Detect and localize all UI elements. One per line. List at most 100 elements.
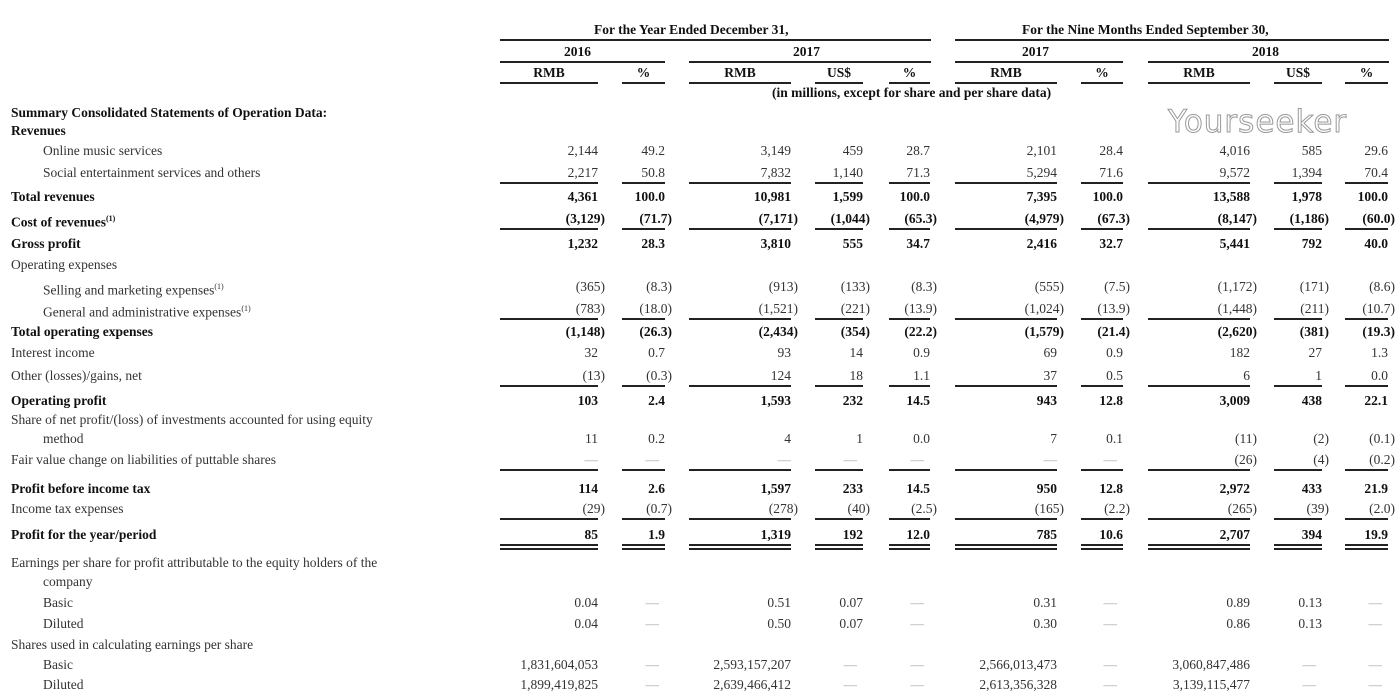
cell-value: (0.2) [1369, 452, 1395, 467]
cell-value: (11) [1235, 431, 1257, 446]
cell-value: 22.1 [1364, 393, 1388, 408]
cell-value: (1,044) [830, 211, 870, 226]
cell-value: 950 [1036, 481, 1057, 496]
cell-value: 27 [1308, 345, 1323, 360]
cell-value: (221) [840, 301, 870, 316]
rule [500, 518, 598, 520]
double-rule [1148, 544, 1250, 550]
cell-value: 21.9 [1364, 481, 1388, 496]
rule [1148, 518, 1250, 520]
row-label-text: Share of net profit/(loss) of investment… [11, 412, 373, 427]
rule [815, 82, 863, 84]
row-label-text: company [43, 574, 93, 589]
cell-value: 14.5 [906, 481, 930, 496]
row-label-text: Other (losses)/gains, net [11, 368, 142, 383]
cell-value: (22.2) [904, 324, 937, 339]
cell-value: (381) [1299, 324, 1329, 339]
double-rule [689, 544, 791, 550]
cell-value: (40) [847, 501, 871, 516]
cell-value: 0.7 [648, 345, 665, 360]
rule [1274, 385, 1322, 387]
cell-value: (1,172) [1217, 279, 1257, 294]
cell-value: 2,593,157,207 [713, 657, 791, 672]
column-header: RMB [990, 65, 1022, 80]
row-label: Total revenues [11, 189, 95, 205]
rule [1345, 318, 1388, 320]
rule [689, 469, 791, 471]
double-rule [815, 544, 863, 550]
cell-value: 2.4 [648, 393, 665, 408]
period-year-heading: For the Year Ended December 31, [594, 22, 789, 37]
cell-value: (2,434) [758, 324, 798, 339]
cell-value: 785 [1036, 527, 1057, 542]
cell-value: 7 [1050, 431, 1057, 446]
row-label: Share of net profit/(loss) of investment… [11, 412, 373, 428]
cell-value: 3,810 [760, 236, 791, 251]
row-label-text: Profit before income tax [11, 481, 151, 496]
year-2018: 2018 [1252, 44, 1279, 59]
rule [1274, 82, 1322, 84]
cell-value: 233 [842, 481, 863, 496]
cell-value: 2,416 [1026, 236, 1057, 251]
rule [889, 318, 930, 320]
cell-value: 12.8 [1099, 481, 1123, 496]
row-label: Revenues [11, 123, 66, 139]
rule [622, 82, 665, 84]
cell-value: 1,394 [1291, 165, 1322, 180]
cell-value: 2,217 [567, 165, 598, 180]
row-label-text: Interest income [11, 345, 95, 360]
row-label-text: Total operating expenses [11, 324, 154, 339]
cell-value: 100.0 [1092, 189, 1123, 204]
cell-value: 2,707 [1219, 527, 1250, 542]
row-label: Basic [43, 657, 73, 673]
cell-value: — [584, 452, 599, 467]
cell-value: (26.3) [639, 324, 672, 339]
cell-value: — [843, 677, 858, 692]
cell-value: 0.31 [1033, 595, 1057, 610]
cell-value: (913) [768, 279, 798, 294]
cell-value: (4) [1313, 452, 1329, 467]
rule [1148, 385, 1250, 387]
cell-value: 40.0 [1364, 236, 1388, 251]
cell-value: 28.3 [641, 236, 665, 251]
cell-value: 2,144 [567, 143, 598, 158]
cell-value: 3,009 [1219, 393, 1250, 408]
cell-value: 71.6 [1099, 165, 1123, 180]
cell-value: 100.0 [1357, 189, 1388, 204]
cell-value: 1,899,419,825 [520, 677, 598, 692]
cell-value: (365) [575, 279, 605, 294]
cell-value: — [1103, 616, 1118, 631]
cell-value: 28.7 [906, 143, 930, 158]
cell-value: 192 [842, 527, 863, 542]
cell-value: (0.7) [646, 501, 672, 516]
rule [689, 385, 791, 387]
cell-value: 103 [577, 393, 598, 408]
rule [1081, 182, 1123, 184]
cell-value: (7.5) [1104, 279, 1130, 294]
cell-value: 0.9 [913, 345, 930, 360]
cell-value: 14 [849, 345, 864, 360]
cell-value: 1.9 [648, 527, 665, 542]
row-label-text: Gross profit [11, 236, 81, 251]
cell-value: (67.3) [1097, 211, 1130, 226]
cell-value: — [1103, 677, 1118, 692]
cell-value: (8.6) [1369, 279, 1395, 294]
rule [622, 318, 665, 320]
rule [955, 82, 1057, 84]
cell-value: (2.2) [1104, 501, 1130, 516]
rule [889, 228, 930, 230]
cell-value: — [1103, 452, 1118, 467]
cell-value: — [1368, 595, 1383, 610]
cell-value: 2,613,356,328 [979, 677, 1057, 692]
cell-value: (2.0) [1369, 501, 1395, 516]
row-label-text: Basic [43, 657, 73, 672]
row-label-text: Fair value change on liabilities of putt… [11, 452, 277, 467]
rule [1274, 318, 1322, 320]
cell-value: 32 [584, 345, 599, 360]
rule [815, 318, 863, 320]
cell-value: 2,566,013,473 [979, 657, 1057, 672]
cell-value: 0.5 [1106, 368, 1123, 383]
cell-value: 32.7 [1099, 236, 1123, 251]
row-label: Fair value change on liabilities of putt… [11, 452, 276, 468]
column-header: US$ [1285, 65, 1310, 80]
